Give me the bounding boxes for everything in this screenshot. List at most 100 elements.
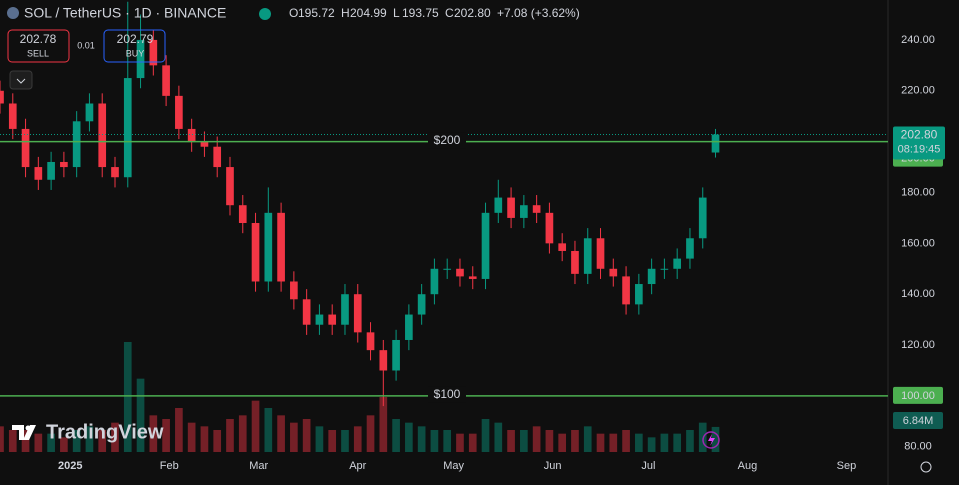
candle-body xyxy=(72,121,81,168)
price-line-tag xyxy=(893,386,943,404)
brand-logo-dot xyxy=(25,425,31,431)
volume-bar xyxy=(494,422,503,452)
candle-body xyxy=(328,314,337,325)
buy-price[interactable]: 202.79 xyxy=(117,32,154,46)
volume-bar xyxy=(647,437,656,452)
volume-bar xyxy=(175,408,183,452)
ohlc-key: C xyxy=(445,6,454,20)
candle-body xyxy=(187,128,196,142)
volume-bar xyxy=(149,415,158,452)
candle-body xyxy=(571,250,579,274)
candle-body xyxy=(622,276,630,305)
volume-bar xyxy=(315,426,324,452)
volume-bar xyxy=(366,415,375,452)
volume-bar xyxy=(98,430,107,452)
buy-label[interactable]: BUY xyxy=(126,48,145,58)
candle-body xyxy=(251,223,260,282)
volume-bar xyxy=(136,378,145,452)
volume-bar xyxy=(328,430,337,452)
volume-bar xyxy=(277,415,285,452)
y-tick-label: 80.00 xyxy=(904,441,932,453)
x-tick-label: Apr xyxy=(349,460,366,472)
ohlc-value: 202.80 xyxy=(454,6,491,20)
candle-body xyxy=(443,268,452,270)
price-line-label-bg xyxy=(428,132,466,149)
candle-body xyxy=(405,314,413,340)
x-tick-label: Jul xyxy=(641,460,655,472)
volume-bar xyxy=(456,433,464,452)
y-tick-label: 240.00 xyxy=(901,34,935,46)
x-tick-label: Jun xyxy=(544,460,562,472)
volume-bar xyxy=(507,430,515,452)
candle-body xyxy=(596,238,605,269)
volume-bar xyxy=(21,430,30,452)
volume-bar xyxy=(405,422,413,452)
volume-bar xyxy=(520,430,528,452)
candle-body xyxy=(315,314,324,325)
candle-body xyxy=(123,78,132,178)
events-icon[interactable] xyxy=(702,431,720,449)
price-line-label: $200 xyxy=(434,133,461,147)
candle-body xyxy=(98,103,107,168)
ohlc-key: O xyxy=(289,6,298,20)
symbol-title: SOL / TetherUS · 1D · BINANCE xyxy=(24,5,226,21)
symbol-icon xyxy=(7,7,19,19)
volume-bar xyxy=(60,437,68,452)
x-tick-label: Mar xyxy=(249,460,268,472)
candle-body xyxy=(711,134,720,153)
candle-body xyxy=(264,212,273,282)
volume-bar xyxy=(162,419,170,452)
price-line-label: $100 xyxy=(434,387,461,401)
volume-bar xyxy=(571,430,579,452)
volume-bar xyxy=(85,426,94,452)
candle-body xyxy=(302,299,311,325)
sell-button[interactable] xyxy=(7,29,70,63)
candle-body xyxy=(200,141,209,147)
candle-body xyxy=(635,284,643,305)
collapse-button[interactable] xyxy=(9,70,33,90)
candle-body xyxy=(341,294,349,325)
candle-body xyxy=(290,281,298,300)
buy-button[interactable] xyxy=(103,29,166,63)
volume-bar xyxy=(0,426,4,452)
candle-body xyxy=(162,65,170,96)
candle-body xyxy=(149,39,158,66)
candle-body xyxy=(366,332,375,351)
volume-bar xyxy=(238,415,247,452)
candle-body xyxy=(85,103,94,122)
y-tick-label: 120.00 xyxy=(901,339,935,351)
volume-bar xyxy=(583,426,592,452)
candle-body xyxy=(558,243,567,251)
y-tick-label: 140.00 xyxy=(901,288,935,300)
candle-body xyxy=(532,205,541,213)
countdown-label: 08:19:45 xyxy=(898,143,941,155)
candle-body xyxy=(47,161,55,180)
volume-bar xyxy=(635,433,643,452)
settings-icon[interactable] xyxy=(920,461,932,473)
volume-bar xyxy=(111,422,119,452)
collapse-icon xyxy=(16,78,26,84)
candle-body xyxy=(136,39,145,79)
x-tick-label: Sep xyxy=(837,460,857,472)
volume-bar xyxy=(353,426,362,452)
volume-bar xyxy=(200,426,209,452)
ohlc-key: L xyxy=(393,6,400,20)
volume-bar xyxy=(430,430,439,452)
candle-body xyxy=(0,90,4,104)
volume-bar xyxy=(8,430,17,452)
candle-body xyxy=(226,167,234,206)
candle-body xyxy=(545,212,554,244)
volume-bar xyxy=(392,419,400,452)
sell-price[interactable]: 202.78 xyxy=(20,32,57,46)
candle-body xyxy=(507,197,515,218)
volume-bar xyxy=(545,430,554,452)
candle-body xyxy=(21,128,30,168)
spread: 0.01 xyxy=(77,40,95,50)
candle-body xyxy=(430,268,439,295)
volume-bar xyxy=(622,430,630,452)
sell-label[interactable]: SELL xyxy=(27,48,49,58)
plot: $200 $100 xyxy=(0,1,888,452)
volume-bar xyxy=(187,422,196,452)
